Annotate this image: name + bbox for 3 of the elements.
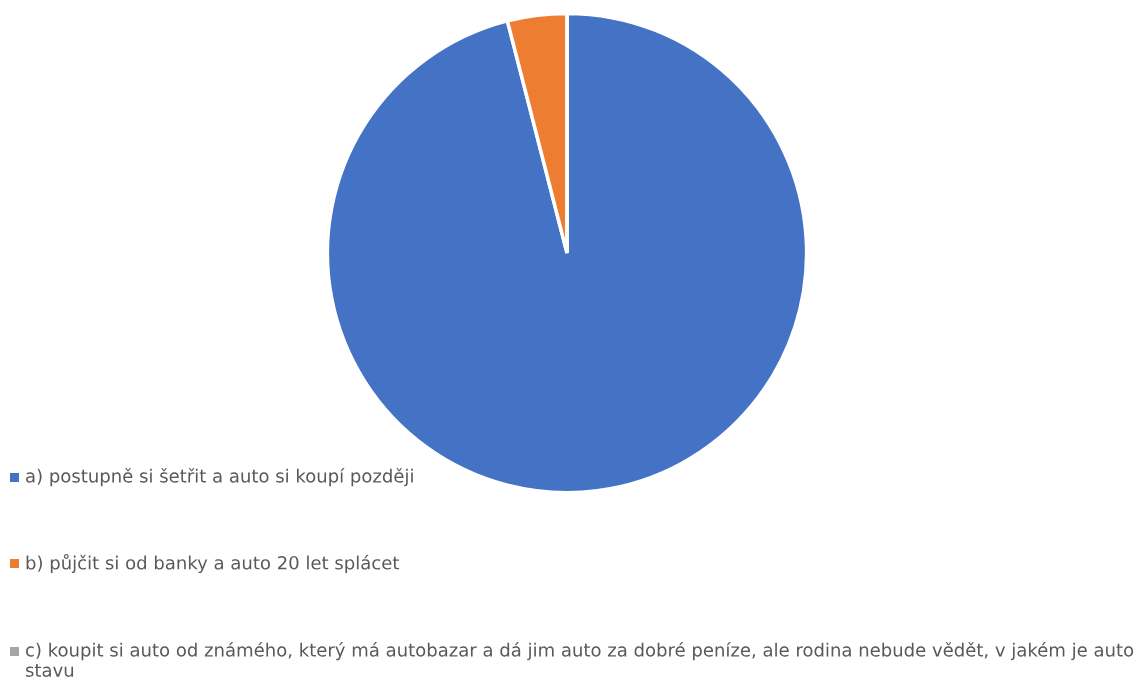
legend-label: b) půjčit si od banky a auto 20 let splácet bbox=[26, 554, 399, 574]
legend-label: c) koupit si auto od známého, který má autobazar a dá jim auto za dobré peníze, ale rodina nebude vědět, v jakém je auto stavu bbox=[25, 642, 1134, 677]
legend-label: a) postupně si šetřit a auto si koupí později bbox=[26, 468, 413, 487]
